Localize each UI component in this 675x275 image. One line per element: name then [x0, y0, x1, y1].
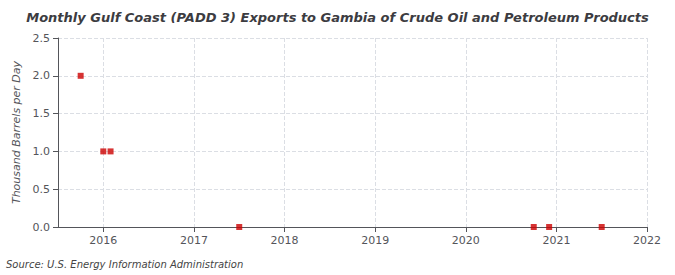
svg-text:2021: 2021 — [542, 234, 570, 247]
svg-text:0.5: 0.5 — [33, 183, 51, 196]
svg-text:2022: 2022 — [633, 234, 661, 247]
svg-text:2.0: 2.0 — [33, 69, 51, 82]
svg-text:1.5: 1.5 — [33, 107, 51, 120]
svg-text:Thousand Barrels per Day: Thousand Barrels per Day — [10, 60, 23, 204]
svg-text:2020: 2020 — [452, 234, 480, 247]
svg-text:2.5: 2.5 — [33, 32, 51, 45]
svg-text:2017: 2017 — [180, 234, 208, 247]
svg-text:2016: 2016 — [89, 234, 117, 247]
svg-text:2019: 2019 — [361, 234, 389, 247]
svg-text:1.0: 1.0 — [33, 145, 51, 158]
svg-text:Monthly Gulf Coast (PADD 3) Ex: Monthly Gulf Coast (PADD 3) Exports to G… — [26, 10, 649, 25]
svg-text:0.0: 0.0 — [33, 221, 51, 234]
svg-text:2018: 2018 — [271, 234, 299, 247]
svg-text:Source: U.S. Energy Informatio: Source: U.S. Energy Information Administ… — [6, 259, 243, 270]
